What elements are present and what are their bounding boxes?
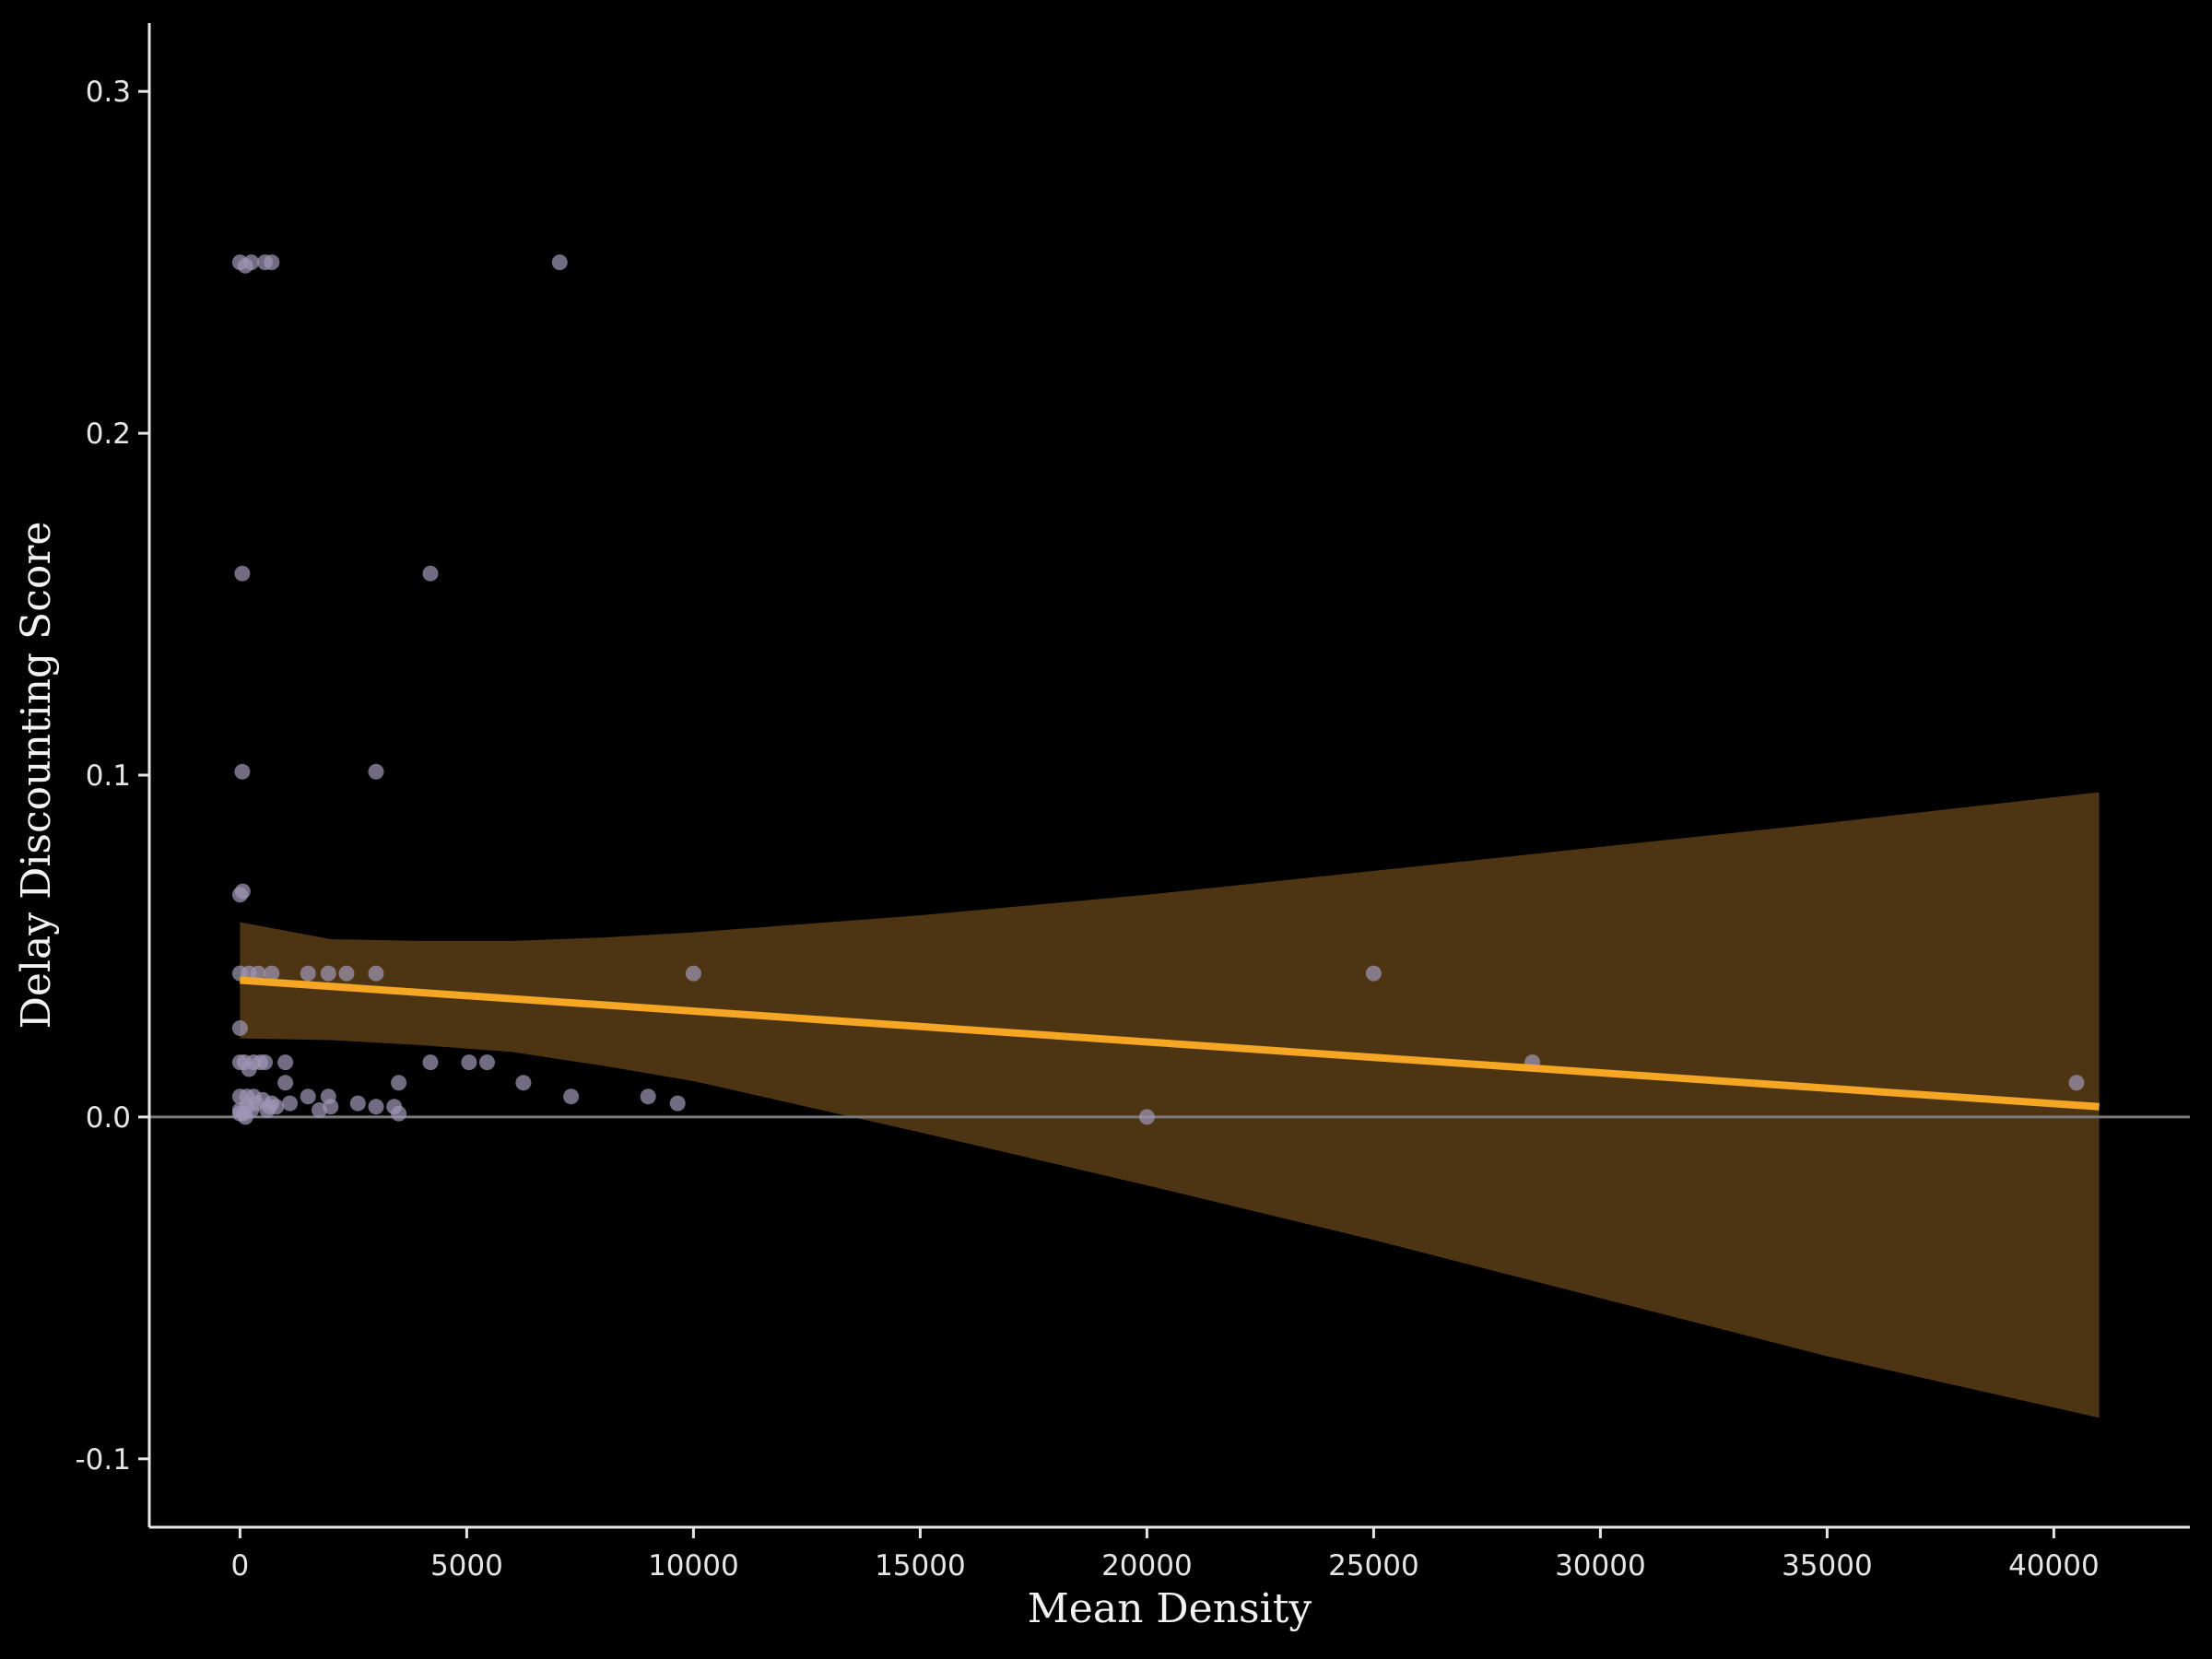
data-point — [282, 1095, 298, 1112]
x-tick-label: 40000 — [2008, 1549, 2100, 1583]
data-point — [234, 763, 251, 780]
data-point — [237, 1109, 253, 1125]
y-tick-label: 0.3 — [86, 76, 131, 109]
data-point — [391, 1105, 407, 1122]
data-point — [563, 1088, 580, 1105]
regression-line — [240, 976, 2100, 1111]
y-tick-label: 0.0 — [86, 1101, 131, 1135]
data-point — [268, 1099, 285, 1115]
data-point — [461, 1054, 477, 1071]
x-tick-label: 35000 — [1782, 1549, 1873, 1583]
y-axis-title: Delay Discounting Score — [13, 522, 60, 1030]
data-point — [243, 254, 260, 271]
data-point — [368, 1099, 384, 1115]
data-point — [640, 1088, 656, 1105]
data-point — [323, 1099, 339, 1115]
data-point — [300, 965, 316, 982]
data-point — [479, 1054, 495, 1071]
x-axis-title: Mean Density — [1028, 1585, 1312, 1632]
data-point — [391, 1075, 407, 1091]
data-point — [1138, 1109, 1155, 1125]
data-point — [250, 965, 266, 982]
data-point — [368, 965, 384, 982]
y-tick-label: 0.2 — [86, 418, 131, 451]
x-tick-label: 5000 — [430, 1549, 503, 1583]
data-point — [257, 1054, 273, 1071]
data-points — [231, 254, 2085, 1125]
data-point — [234, 565, 251, 582]
data-point — [515, 1075, 532, 1091]
x-tick-label: 20000 — [1101, 1549, 1193, 1583]
x-axis-ticks: 0 5000 10000 15000 20000 25000 30000 35000 40000 — [231, 1527, 2100, 1583]
data-point — [422, 565, 439, 582]
data-point — [349, 1095, 366, 1112]
confidence-band — [240, 792, 2100, 1418]
data-point — [300, 1088, 316, 1105]
x-tick-label: 30000 — [1555, 1549, 1646, 1583]
data-point — [264, 254, 280, 271]
x-tick-label: 10000 — [648, 1549, 739, 1583]
data-point — [231, 1020, 248, 1036]
data-point — [1365, 965, 1382, 982]
data-point — [264, 965, 280, 982]
data-point — [551, 254, 568, 271]
data-point — [2068, 1075, 2085, 1091]
y-axis-ticks: -0.1 0.0 0.1 0.2 0.3 — [76, 76, 149, 1477]
data-point — [320, 965, 336, 982]
data-point — [234, 883, 251, 900]
data-point — [422, 1054, 439, 1071]
data-point — [277, 1054, 294, 1071]
data-point — [669, 1095, 686, 1112]
y-tick-label: -0.1 — [76, 1443, 132, 1477]
data-point — [368, 763, 384, 780]
x-tick-label: 25000 — [1328, 1549, 1419, 1583]
x-tick-label: 0 — [231, 1549, 250, 1583]
data-point — [277, 1075, 294, 1091]
data-point — [338, 965, 355, 982]
x-tick-label: 15000 — [875, 1549, 966, 1583]
data-point — [685, 965, 701, 982]
data-point — [248, 1095, 265, 1112]
y-tick-label: 0.1 — [86, 759, 131, 793]
